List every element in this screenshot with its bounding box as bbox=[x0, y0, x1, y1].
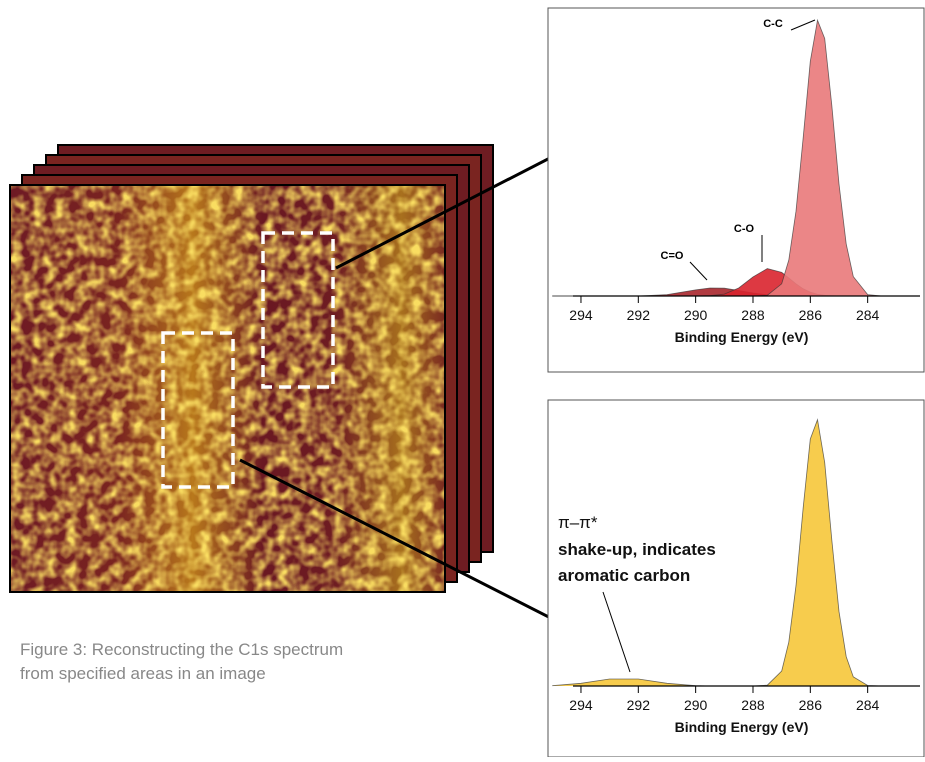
peak-label: C=O bbox=[661, 250, 684, 262]
annotation: shake-up, indicates bbox=[558, 540, 716, 559]
x-axis-label: Binding Energy (eV) bbox=[675, 329, 809, 345]
spectrum-area bbox=[552, 419, 911, 686]
x-tick-label: 288 bbox=[741, 307, 765, 323]
x-tick-label: 292 bbox=[627, 307, 651, 323]
x-tick-label: 290 bbox=[684, 697, 708, 713]
annotation: aromatic carbon bbox=[558, 566, 690, 585]
caption: from specified areas in an image bbox=[20, 664, 266, 683]
caption: Figure 3: Reconstructing the C1s spectru… bbox=[20, 640, 343, 659]
chart-frame bbox=[547, 7, 925, 373]
x-tick-label: 294 bbox=[569, 307, 593, 323]
image-stack bbox=[9, 126, 612, 638]
x-axis-label: Binding Energy (eV) bbox=[675, 719, 809, 735]
x-tick-label: 294 bbox=[569, 697, 593, 713]
x-tick-label: 292 bbox=[627, 697, 651, 713]
peak-label: C-C bbox=[763, 18, 783, 30]
x-tick-label: 284 bbox=[856, 307, 880, 323]
x-tick-label: 286 bbox=[799, 697, 823, 713]
spectrum-line bbox=[552, 418, 911, 687]
x-tick-label: 286 bbox=[799, 307, 823, 323]
label-leader bbox=[689, 261, 708, 281]
chart-frame bbox=[547, 399, 925, 758]
annotation: π–π* bbox=[558, 513, 598, 532]
peak-label: C-O bbox=[734, 223, 755, 235]
peak-area bbox=[552, 20, 911, 296]
x-tick-label: 288 bbox=[741, 697, 765, 713]
annotation-leader bbox=[602, 591, 631, 673]
x-tick-label: 290 bbox=[684, 307, 708, 323]
x-tick-label: 284 bbox=[856, 697, 880, 713]
label-leader bbox=[790, 19, 816, 31]
